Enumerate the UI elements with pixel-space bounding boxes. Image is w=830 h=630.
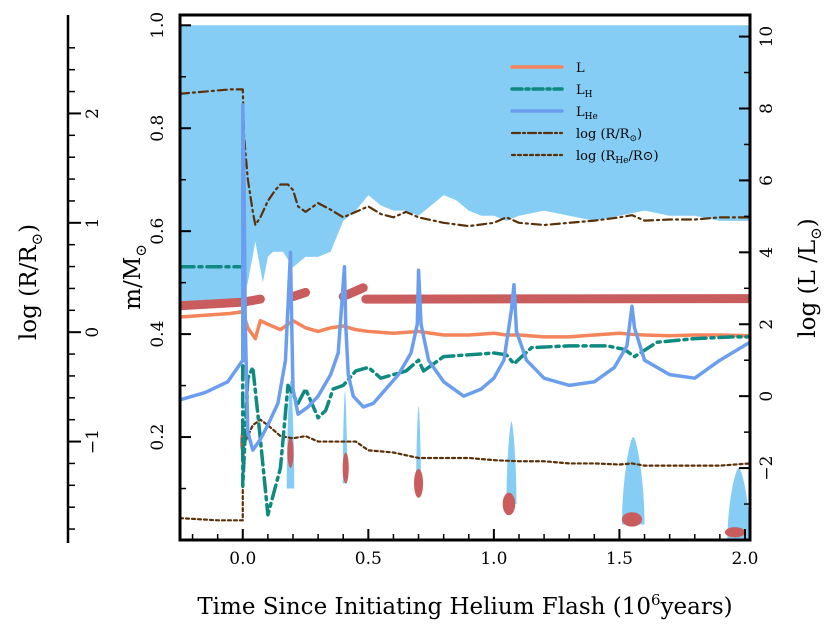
lum-tick-label-3: 4 [757,247,777,258]
x-tick-label-0: 0.0 [229,549,256,569]
convection-layer [180,25,750,540]
legend-label-RHe: log (RHe/R⊙) [576,149,659,166]
mass-axis-label: m/M⊙ [120,244,150,310]
legend-label-LHe: LHe [576,105,598,122]
convective-envelope [180,25,750,304]
radius-tick-label-2: 1 [83,217,103,228]
he-burning-blob-1 [287,437,294,468]
x-axis: 0.0 0.5 1.0 1.5 2.0 [191,529,759,569]
mass-tick-label-2: 0.6 [148,218,168,245]
convective-plume-3 [506,421,517,504]
lum-tick-label-2: 2 [757,319,777,330]
radius-tick-label-1: 0 [83,327,103,338]
convective-plume-5 [727,467,750,540]
lum-tick-label-0: −2 [757,456,777,481]
x-tick-label-2: 1.0 [480,549,507,569]
lum-tick-label-1: 0 [757,391,777,402]
mass-tick-label-4: 1.0 [148,12,168,39]
plot-frame [178,13,752,542]
mass-tick-label-1: 0.4 [148,321,168,348]
x-tick-label-1: 0.5 [355,549,382,569]
luminosity-axis-label: log (L /L⊙) [795,218,825,337]
plot-area [180,15,750,540]
he-burning-blob-2 [342,452,349,484]
mass-tick-label-0: 0.2 [148,424,168,451]
radius-tick-label-3: 2 [83,108,103,119]
radius-axis: −1 0 1 2 [66,15,103,543]
legend-label-R: log (R/R⊙) [576,127,642,144]
he-burning-blob-3 [414,468,424,498]
h-shell-segment-1 [288,287,311,302]
x-tick-label-4: 2.0 [731,549,758,569]
x-axis-label: Time Since Initiating Helium Flash (106y… [197,591,732,620]
lum-tick-label-5: 8 [757,103,777,114]
lum-tick-label-6: 10 [757,26,777,48]
legend-label-L: L [576,61,585,76]
series-LHe [180,103,750,452]
he-burning-blob-4 [502,492,516,516]
series-R [180,88,750,228]
mass-axis: 0.2 0.4 0.6 0.8 1.0 [148,12,191,490]
luminosity-axis: −2 0 2 4 6 8 10 [739,26,777,505]
series-layer [180,88,750,522]
legend-label-LH: LH [576,83,593,100]
radius-axis-label: log (R/R⊙) [16,224,46,340]
mass-tick-label-3: 0.8 [148,115,168,142]
h-shell-segment-3 [361,294,750,304]
lum-tick-label-4: 6 [757,175,777,186]
x-tick-label-3: 1.5 [606,549,633,569]
legend: L LH LHe log (R/R⊙) log (RHe/R⊙) [510,61,659,166]
convective-plume-4 [621,437,645,525]
he-burning-blob-5 [621,512,643,527]
he-burning-blob-6 [724,527,745,538]
radius-tick-label-0: −1 [83,429,103,454]
series-L [180,309,750,341]
